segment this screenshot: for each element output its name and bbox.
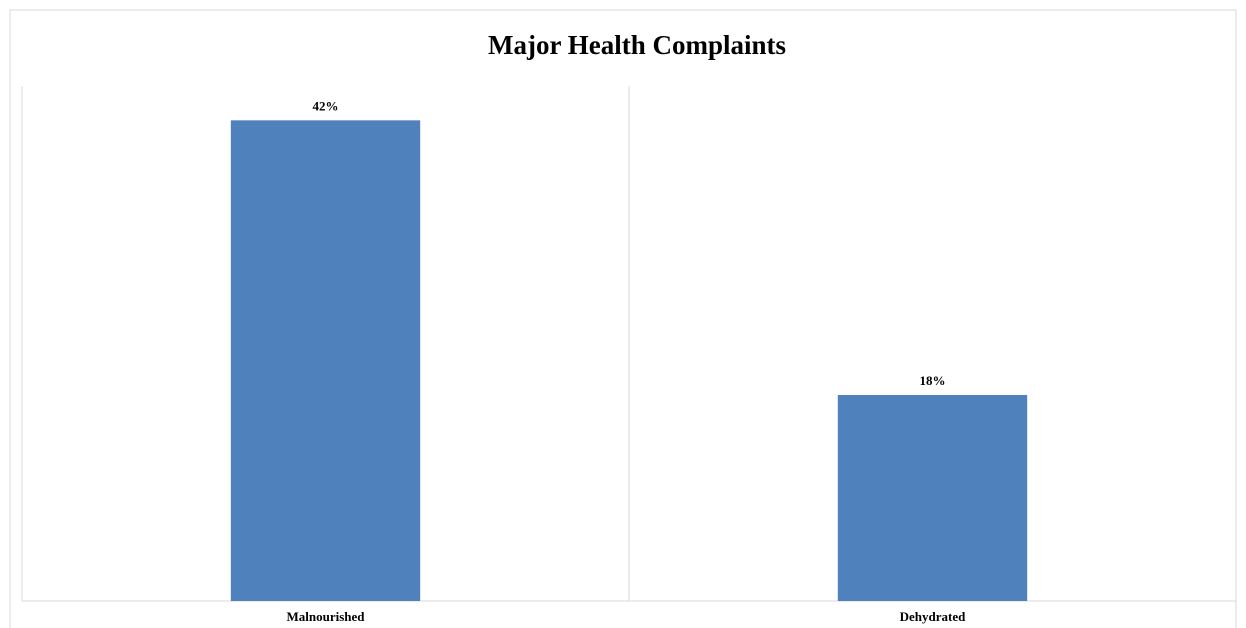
data-label: 42% [313, 98, 339, 113]
chart-title: Major Health Complaints [488, 30, 786, 60]
chart-frame [9, 9, 1237, 628]
x-tick-label: Dehydrated [900, 609, 966, 624]
x-tick-label: Malnourished [286, 609, 365, 624]
data-label: 18% [920, 373, 946, 388]
bar [837, 395, 1028, 601]
bar [230, 120, 421, 601]
